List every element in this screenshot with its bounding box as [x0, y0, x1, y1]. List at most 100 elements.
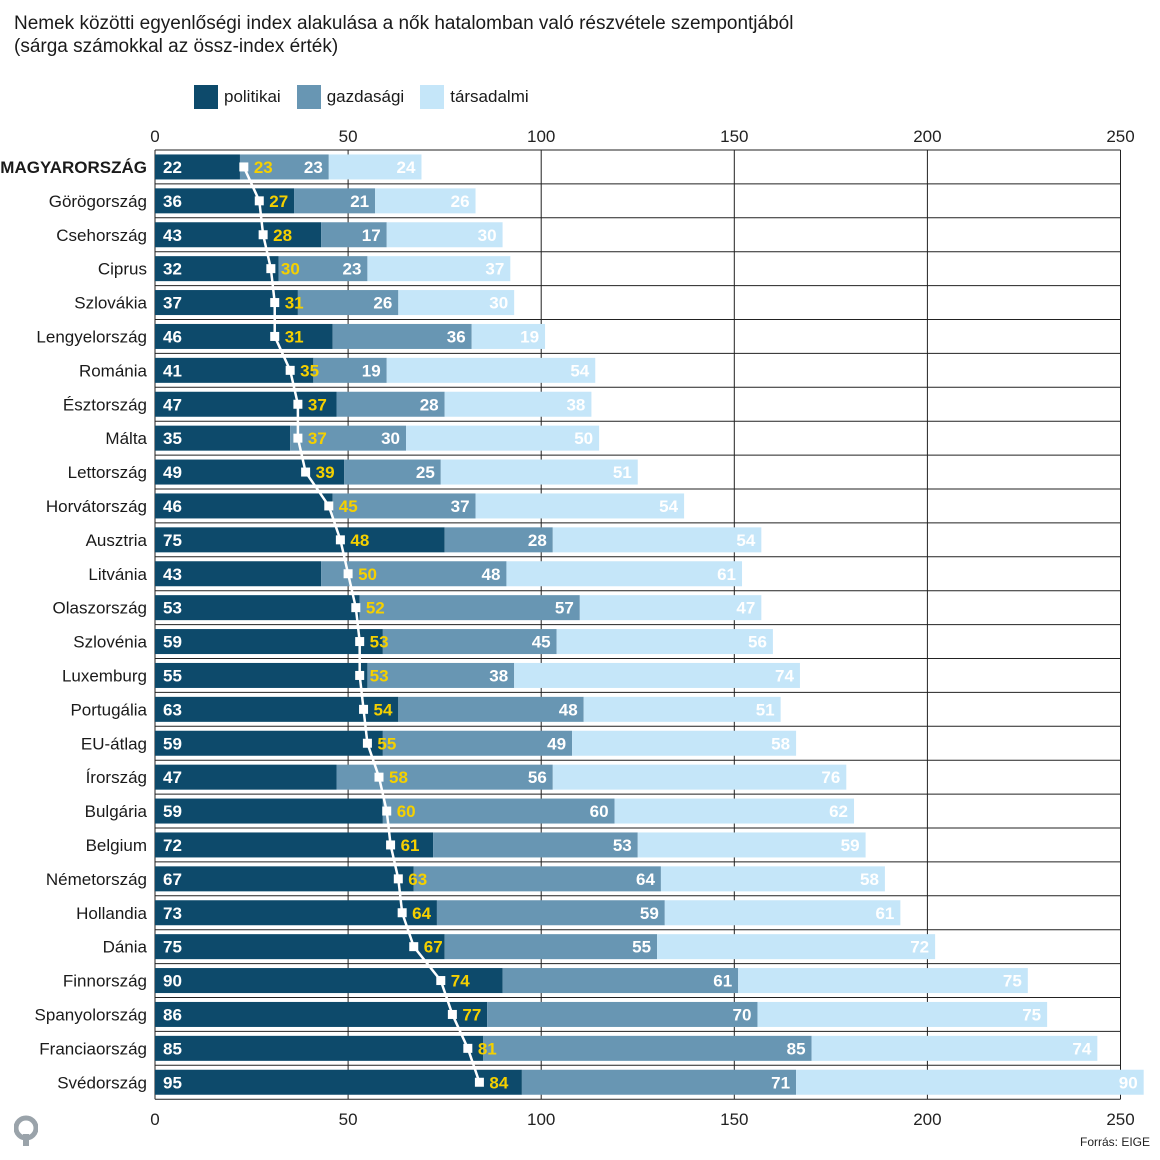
- x-tick-label-bottom: 100: [527, 1110, 555, 1129]
- bar-segment-gazdasági: [398, 696, 584, 722]
- index-point: [293, 399, 303, 409]
- bar-value-label: 71: [771, 1073, 790, 1092]
- bar-segment-politikai: [155, 934, 445, 960]
- q-logo-icon: [14, 1115, 38, 1146]
- bar-segment-politikai: [155, 629, 383, 655]
- category-label: Írország: [86, 768, 147, 787]
- index-point: [266, 264, 276, 274]
- bar-value-label: 46: [163, 497, 182, 516]
- bar-value-label: 47: [163, 768, 182, 787]
- bar-value-label: 19: [520, 327, 539, 346]
- bar-value-label: 37: [451, 497, 470, 516]
- index-point: [359, 704, 369, 714]
- bar-value-label: 54: [736, 531, 755, 550]
- bar-value-label: 59: [163, 802, 182, 821]
- bar-segment-gazdasági: [367, 662, 515, 688]
- bar-value-label: 90: [163, 972, 182, 991]
- bar-value-label: 25: [416, 463, 435, 482]
- chart-title: Nemek közötti egyenlőségi index alakulás…: [14, 12, 1144, 58]
- index-value-label: 37: [308, 429, 327, 448]
- bar-value-label: 75: [1003, 972, 1022, 991]
- bar-segment-gazdasági: [344, 459, 441, 485]
- legend-swatch-tarsadalmi: [420, 85, 445, 109]
- bar-value-label: 45: [532, 633, 551, 652]
- x-tick-label-bottom: 150: [720, 1110, 748, 1129]
- category-label: Németország: [46, 870, 147, 889]
- bar-value-label: 64: [636, 870, 655, 889]
- index-value-label: 63: [408, 870, 427, 889]
- bar-value-label: 47: [736, 599, 755, 618]
- bar-value-label: 53: [613, 836, 632, 855]
- bar-value-label: 61: [713, 972, 732, 991]
- index-point: [351, 603, 361, 613]
- bar-segment-gazdasági: [278, 256, 368, 282]
- bar-value-label: 48: [482, 565, 501, 584]
- category-label: Olaszország: [53, 599, 147, 618]
- index-value-label: 28: [273, 226, 292, 245]
- bar-segment-társadalmi: [556, 629, 773, 655]
- index-value-label: 31: [285, 294, 304, 313]
- bar-value-label: 75: [163, 938, 182, 957]
- bar-value-label: 41: [163, 361, 182, 380]
- index-point: [436, 976, 446, 986]
- bar-segment-társadalmi: [367, 256, 511, 282]
- bar-value-label: 85: [163, 1039, 182, 1058]
- bar-value-label: 35: [163, 429, 182, 448]
- bar-segment-politikai: [155, 256, 279, 282]
- x-tick-label-bottom: 200: [913, 1110, 941, 1129]
- x-tick-label-top: 50: [339, 127, 358, 146]
- bar-value-label: 73: [163, 904, 182, 923]
- bar-value-label: 43: [163, 226, 182, 245]
- category-label: Franciaország: [39, 1039, 147, 1058]
- category-label: Hollandia: [76, 904, 147, 923]
- bar-value-label: 54: [659, 497, 678, 516]
- bar-segment-gazdasági: [359, 595, 580, 621]
- bar-segment-gazdasági: [521, 1069, 797, 1095]
- bar-segment-politikai: [155, 764, 337, 790]
- bar-value-label: 43: [163, 565, 182, 584]
- category-label: Ciprus: [98, 260, 147, 279]
- bar-value-label: 86: [163, 1005, 182, 1024]
- index-point: [393, 874, 403, 884]
- index-point: [270, 298, 280, 308]
- bar-value-label: 54: [570, 361, 589, 380]
- bar-value-label: 28: [528, 531, 547, 550]
- index-point: [301, 467, 311, 477]
- index-value-label: 74: [451, 972, 470, 991]
- bar-value-label: 26: [451, 192, 470, 211]
- bar-segment-gazdasági: [332, 323, 472, 349]
- index-value-label: 27: [269, 192, 288, 211]
- bar-segment-társadalmi: [637, 832, 866, 858]
- index-value-label: 23: [254, 158, 273, 177]
- index-point: [335, 535, 345, 545]
- bar-segment-gazdasági: [297, 290, 399, 316]
- bar-value-label: 70: [733, 1005, 752, 1024]
- bar-value-label: 21: [350, 192, 369, 211]
- bar-value-label: 55: [163, 666, 182, 685]
- bar-value-label: 90: [1119, 1073, 1138, 1092]
- index-point: [355, 670, 365, 680]
- index-value-label: 54: [374, 700, 393, 719]
- category-label: MAGYARORSZÁG: [0, 158, 147, 177]
- index-value-label: 60: [397, 802, 416, 821]
- index-point: [409, 942, 419, 952]
- bar-segment-társadalmi: [579, 595, 762, 621]
- category-label: Luxemburg: [62, 666, 147, 685]
- x-tick-label-top: 200: [913, 127, 941, 146]
- bar-segment-gazdasági: [336, 391, 445, 417]
- bar-value-label: 62: [829, 802, 848, 821]
- category-label: Bulgária: [85, 802, 148, 821]
- bar-value-label: 76: [821, 768, 840, 787]
- bar-segment-gazdasági: [294, 188, 376, 214]
- category-label: Észtország: [63, 395, 147, 414]
- legend-label-tarsadalmi: társadalmi: [450, 87, 529, 106]
- index-value-label: 48: [350, 531, 369, 550]
- bar-segment-politikai: [155, 391, 337, 417]
- index-point: [355, 637, 365, 647]
- bar-value-label: 72: [910, 938, 929, 957]
- bar-segment-politikai: [155, 798, 383, 824]
- bar-value-label: 59: [163, 734, 182, 753]
- bar-value-label: 48: [559, 700, 578, 719]
- bar-segment-társadalmi: [660, 866, 885, 892]
- bar-value-label: 95: [163, 1073, 182, 1092]
